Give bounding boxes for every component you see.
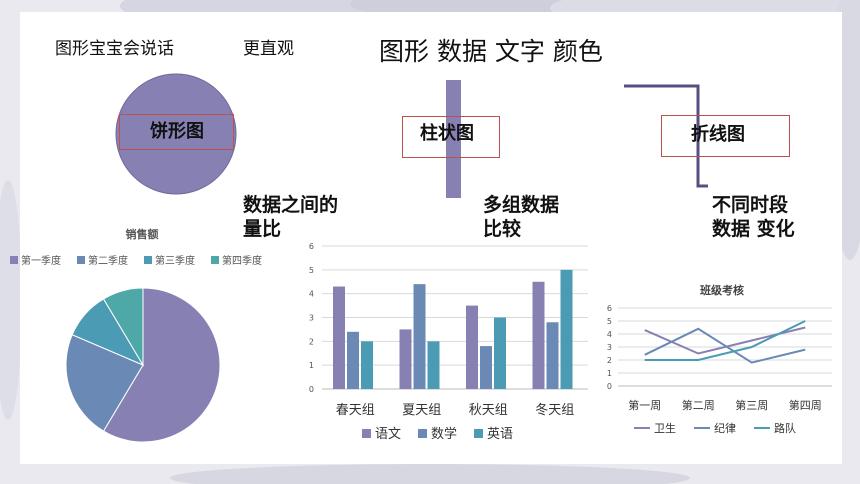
line-series	[644, 327, 806, 364]
line-icon	[624, 84, 708, 188]
pie-legend-label: 第二季度	[88, 254, 128, 267]
line-x-tick: 第三周	[735, 398, 768, 412]
bar-legend-label: 数学	[431, 426, 457, 442]
bar-y-tick: 3	[309, 314, 314, 323]
line-y-tick: 1	[607, 369, 612, 378]
bar	[532, 281, 545, 389]
bar	[427, 341, 440, 389]
line-caption-line1: 不同时段	[712, 194, 789, 216]
bar-x-tick: 秋天组	[469, 403, 508, 418]
bar-legend-swatch	[474, 429, 483, 438]
line-legend-label: 路队	[774, 421, 796, 435]
bar-legend-label: 语文	[375, 427, 401, 442]
bar	[361, 341, 373, 389]
line-legend-label: 卫生	[654, 421, 676, 435]
line-label-box	[661, 115, 790, 157]
bar-caption-line1: 多组数据	[483, 194, 560, 216]
bar	[413, 284, 426, 389]
bar	[560, 269, 573, 389]
pie-label-box	[119, 114, 234, 150]
bar-y-tick: 5	[309, 266, 314, 275]
pie-legend-swatch	[77, 256, 85, 264]
bar-legend-swatch	[418, 429, 427, 438]
pie-legend-label: 第三季度	[155, 254, 195, 267]
pie-legend-swatch	[144, 256, 152, 264]
bar-label-box	[402, 116, 500, 158]
line-y-tick: 0	[607, 382, 612, 391]
bar-y-tick: 1	[309, 361, 314, 370]
line-label: 折线图	[691, 124, 745, 145]
pie-caption-line1: 数据之间的	[243, 194, 339, 216]
pie-caption-line2: 量比	[243, 218, 282, 240]
bar-y-tick: 2	[309, 337, 314, 346]
bar-x-tick: 夏天组	[402, 403, 441, 418]
line-series	[644, 320, 806, 361]
line-chart-title: 班级考核	[700, 283, 744, 297]
bar-y-tick: 6	[309, 242, 314, 251]
pie-slice	[102, 287, 221, 443]
pie-legend-swatch	[10, 256, 18, 264]
bar	[399, 329, 412, 389]
bar-icon	[446, 80, 461, 198]
line-x-tick: 第二周	[682, 398, 715, 412]
pie-chart-title: 销售额	[126, 227, 159, 241]
line-caption-line2: 数据 变化	[712, 218, 795, 240]
pie-label: 饼形图	[150, 121, 204, 142]
bar-x-tick: 冬天组	[535, 402, 574, 418]
line-legend-label: 纪律	[714, 422, 736, 435]
pie-legend-label: 第一季度	[21, 254, 61, 267]
pie-legend-label: 第四季度	[222, 254, 262, 267]
bar	[546, 322, 559, 389]
bar	[347, 331, 359, 389]
line-x-tick: 第一周	[628, 398, 661, 412]
bar	[333, 286, 345, 389]
pie-slice	[65, 334, 144, 432]
bar-x-tick: 春天组	[336, 403, 375, 418]
bar-legend-label: 英语	[487, 427, 513, 442]
line-series	[644, 326, 806, 355]
heading-main: 图形 数据 文字 颜色	[379, 37, 603, 66]
bar-y-tick: 4	[309, 290, 314, 299]
bar-legend-swatch	[362, 429, 371, 438]
line-y-tick: 3	[607, 343, 612, 352]
bar	[466, 305, 478, 389]
heading-left: 图形宝宝会说话	[55, 39, 174, 59]
line-y-tick: 6	[607, 304, 612, 313]
line-y-tick: 4	[607, 330, 612, 339]
pie-icon	[115, 73, 237, 195]
line-y-tick: 2	[607, 356, 612, 365]
bar	[494, 317, 506, 389]
bar-caption-line2: 比较	[483, 218, 522, 240]
pie-slice	[102, 287, 144, 367]
bar-y-tick: 0	[309, 385, 314, 394]
line-x-tick: 第四周	[789, 398, 822, 412]
pie-legend-swatch	[211, 256, 219, 264]
bar-label: 柱状图	[420, 123, 474, 144]
bar	[480, 346, 492, 389]
line-y-tick: 5	[607, 317, 612, 326]
heading-mid: 更直观	[243, 39, 294, 59]
